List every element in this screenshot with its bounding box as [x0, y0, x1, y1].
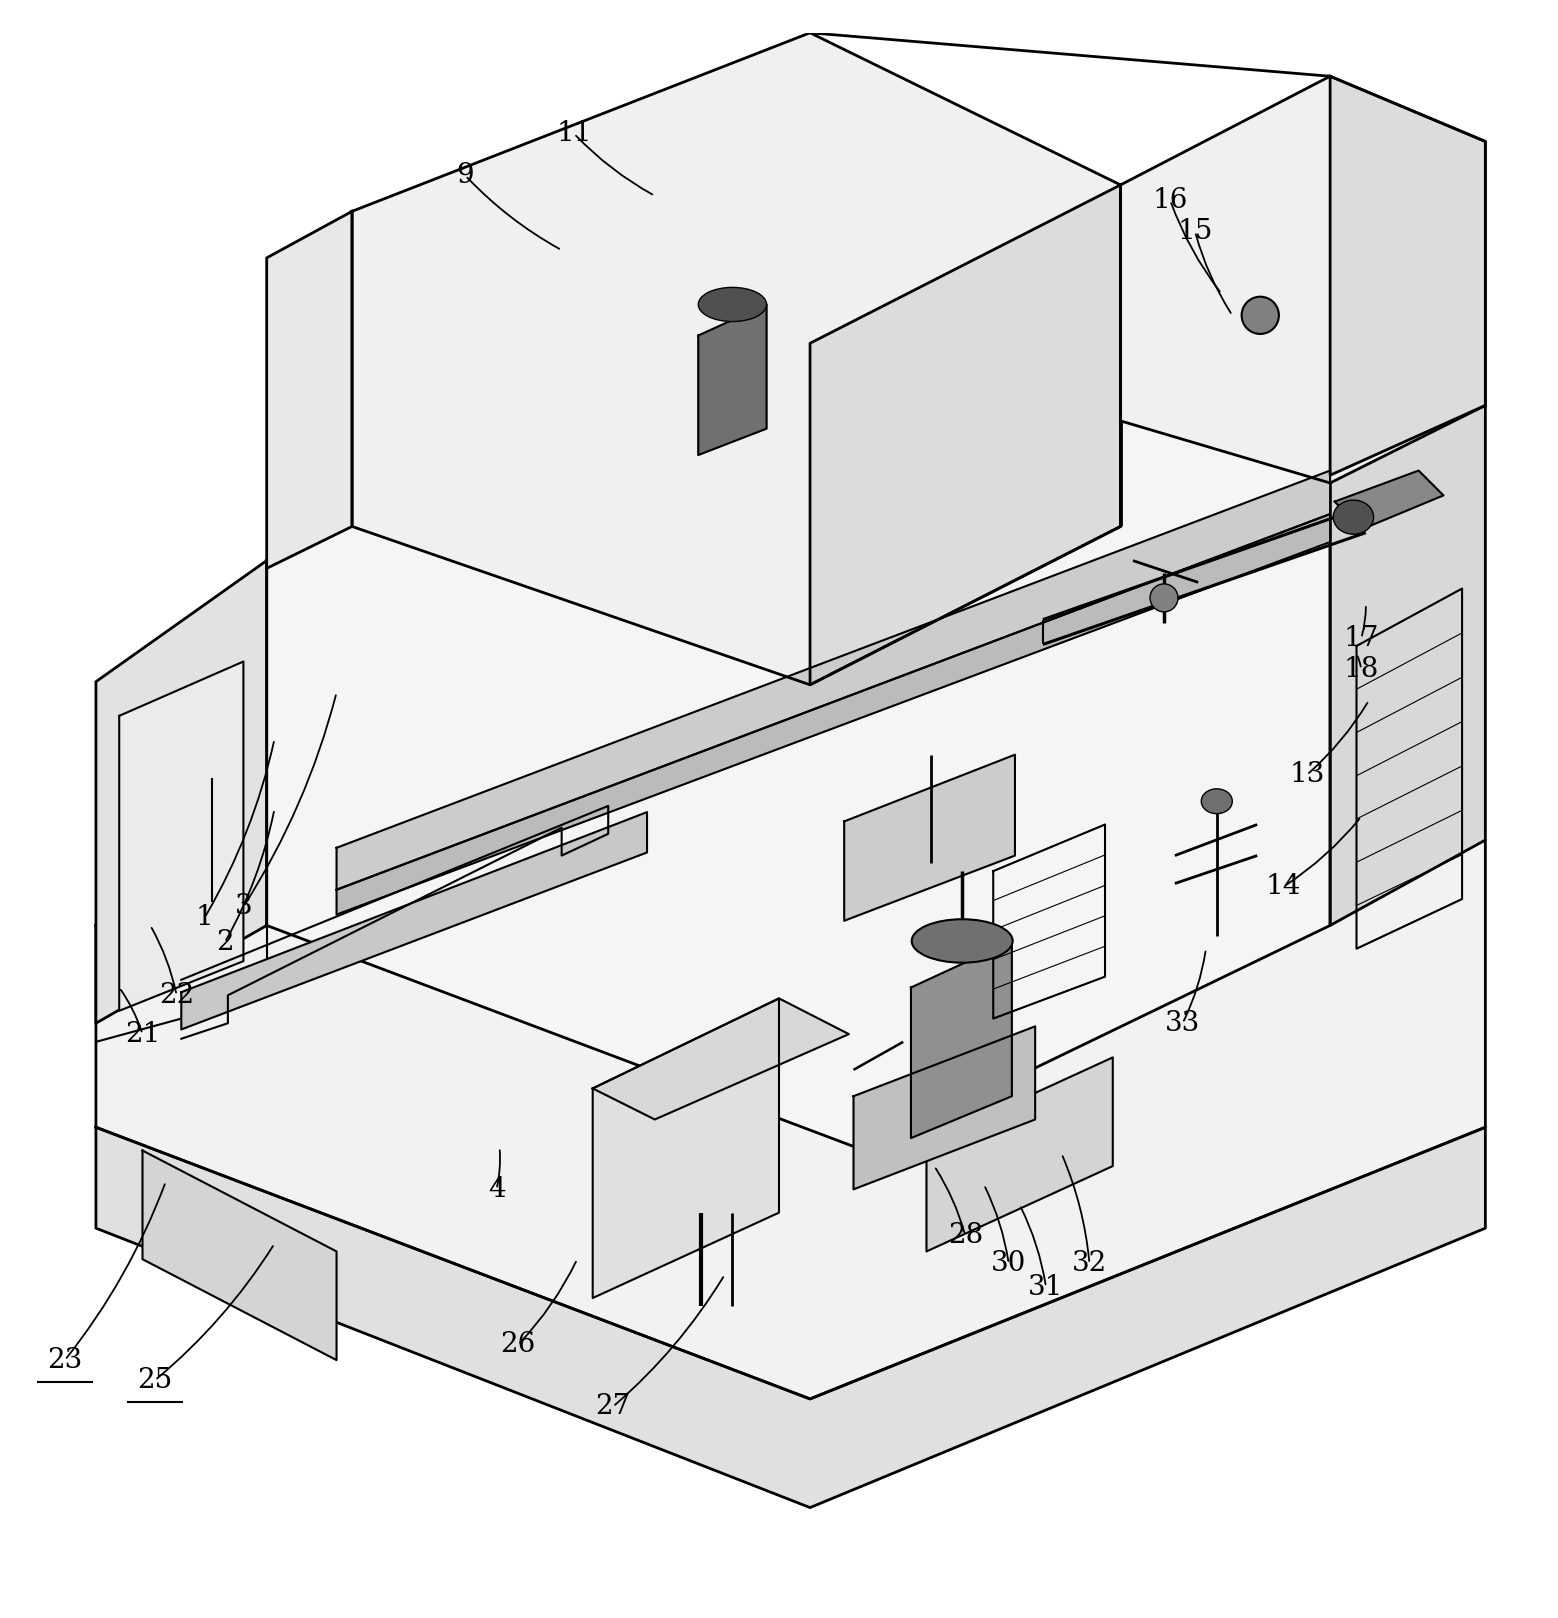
Polygon shape: [142, 1150, 337, 1361]
Polygon shape: [97, 1128, 1485, 1508]
Polygon shape: [120, 662, 243, 1011]
Polygon shape: [181, 812, 647, 1029]
Ellipse shape: [1201, 790, 1232, 814]
Ellipse shape: [911, 919, 1013, 963]
Polygon shape: [810, 184, 1120, 684]
Polygon shape: [927, 1058, 1112, 1251]
Polygon shape: [698, 304, 767, 455]
Polygon shape: [1120, 76, 1485, 484]
Text: 11: 11: [556, 120, 592, 147]
Ellipse shape: [1150, 584, 1178, 612]
Text: 23: 23: [47, 1346, 83, 1374]
Text: 2: 2: [217, 929, 234, 956]
Polygon shape: [1335, 471, 1443, 529]
Text: 26: 26: [500, 1332, 536, 1358]
Polygon shape: [337, 471, 1331, 890]
Text: 33: 33: [1165, 1010, 1200, 1037]
Polygon shape: [1331, 406, 1485, 925]
Polygon shape: [266, 282, 1331, 1150]
Text: 17: 17: [1343, 625, 1379, 652]
Text: 14: 14: [1265, 874, 1301, 900]
Ellipse shape: [1242, 296, 1279, 333]
Polygon shape: [911, 942, 1011, 1137]
Text: 15: 15: [1178, 218, 1212, 244]
Polygon shape: [337, 515, 1331, 914]
Text: 16: 16: [1153, 188, 1187, 214]
Text: 22: 22: [159, 982, 195, 1008]
Text: 3: 3: [235, 893, 252, 921]
Polygon shape: [592, 998, 849, 1120]
Text: 27: 27: [595, 1393, 631, 1421]
Polygon shape: [97, 560, 266, 1023]
Text: 30: 30: [991, 1251, 1027, 1277]
Polygon shape: [97, 607, 1485, 1400]
Polygon shape: [1331, 76, 1485, 476]
Text: 31: 31: [1028, 1273, 1064, 1301]
Text: 13: 13: [1288, 762, 1324, 788]
Polygon shape: [592, 998, 779, 1298]
Ellipse shape: [1334, 500, 1374, 534]
Text: 28: 28: [947, 1223, 983, 1249]
Text: 18: 18: [1343, 655, 1379, 683]
Text: 9: 9: [456, 162, 474, 189]
Ellipse shape: [698, 288, 767, 322]
Polygon shape: [352, 32, 1120, 684]
Text: 21: 21: [125, 1021, 160, 1047]
Polygon shape: [266, 212, 352, 568]
Text: 25: 25: [137, 1367, 173, 1393]
Polygon shape: [844, 754, 1014, 921]
Text: 4: 4: [488, 1176, 505, 1202]
Polygon shape: [854, 1026, 1035, 1189]
Text: 1: 1: [196, 904, 213, 932]
Text: 32: 32: [1072, 1251, 1108, 1277]
